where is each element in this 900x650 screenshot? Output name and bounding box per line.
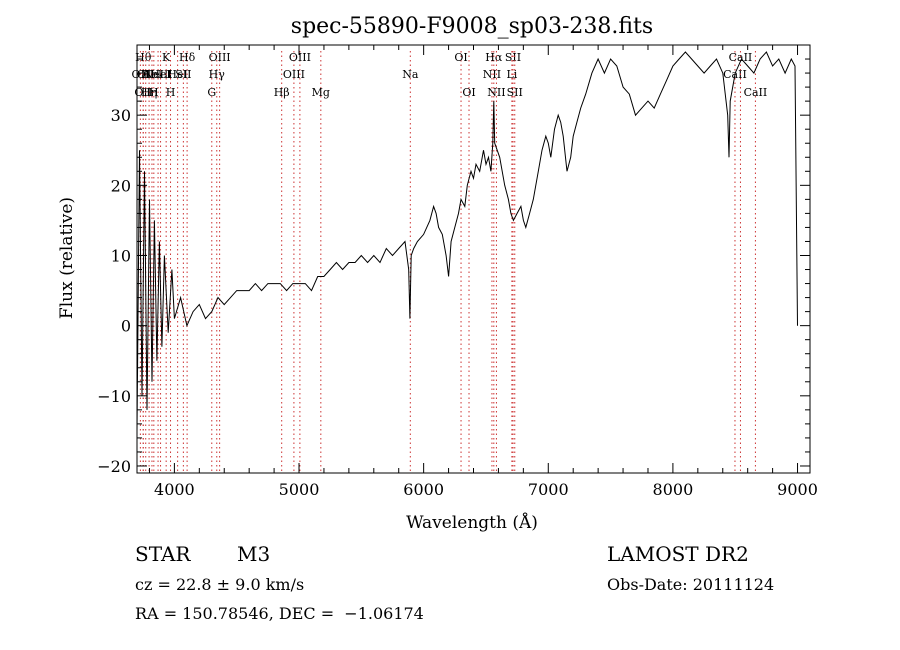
coordinates: RA = 150.78546, DEC = −1.06174: [135, 604, 424, 623]
line-label: OIII: [209, 51, 231, 64]
line-label: Hγ: [209, 68, 226, 81]
line-label: SII: [507, 86, 523, 99]
line-label: OII: [134, 86, 152, 99]
redshift-velocity: cz = 22.8 ± 9.0 km/s: [135, 575, 305, 594]
line-label: CaII: [729, 51, 753, 64]
plot-frame: [136, 44, 811, 474]
y-tick-label: −20: [97, 457, 131, 476]
x-tick-label: 9000: [777, 480, 818, 499]
line-label: OIII: [289, 51, 311, 64]
line-label: Mg: [312, 86, 330, 99]
line-label: NII: [487, 86, 505, 99]
line-label: HeI: [150, 68, 170, 81]
y-tick-label: 30: [111, 106, 131, 125]
line-label: OIII: [283, 68, 305, 81]
line-label: Li: [506, 68, 517, 81]
object-class: STAR: [135, 542, 191, 566]
line-label: H: [166, 86, 176, 99]
x-tick-label: 8000: [653, 480, 694, 499]
x-tick-label: 4000: [154, 480, 195, 499]
x-tick-label: 7000: [528, 480, 569, 499]
line-label: OI: [462, 86, 475, 99]
line-label: HeI: [142, 68, 162, 81]
x-axis-label: Wavelength (Å): [406, 512, 538, 533]
y-axis-label: Flux (relative): [57, 197, 77, 319]
x-tick-label: 6000: [403, 480, 444, 499]
line-label: OII: [132, 68, 150, 81]
line-label: Hδ: [179, 51, 196, 64]
observation-date: Obs-Date: 20111124: [607, 575, 775, 594]
y-tick-label: 0: [121, 317, 131, 336]
line-label: Na: [402, 68, 419, 81]
y-tick-label: 20: [111, 176, 131, 195]
y-tick-label: −10: [97, 387, 131, 406]
line-label: OII: [137, 68, 155, 81]
y-tick-label: 10: [111, 246, 131, 265]
object-subclass: M3: [237, 542, 271, 566]
line-label: NeIII: [143, 68, 172, 81]
plot-area: OIIHθOIIOIIHηHeIHNeIIIHeIKHHeISIIHδGHγOI…: [97, 44, 818, 499]
line-label: K: [162, 51, 171, 64]
chart-title: spec-55890-F9008_sp03-238.fits: [291, 14, 653, 39]
line-label: Hη: [141, 86, 157, 99]
line-label: Hθ: [135, 51, 152, 64]
line-label: NII: [483, 68, 501, 81]
line-label: G: [207, 86, 216, 99]
line-label: SII: [505, 51, 521, 64]
line-label: SII: [175, 68, 191, 81]
survey-name: LAMOST DR2: [607, 542, 749, 566]
spectrum-line: [136, 51, 798, 431]
line-label: CaII: [744, 86, 768, 99]
line-label: Hα: [485, 51, 503, 64]
line-label: OI: [454, 51, 467, 64]
line-label: HeI: [167, 68, 187, 81]
x-tick-label: 5000: [279, 480, 320, 499]
line-label: Hβ: [274, 86, 290, 99]
line-label: H: [149, 86, 159, 99]
